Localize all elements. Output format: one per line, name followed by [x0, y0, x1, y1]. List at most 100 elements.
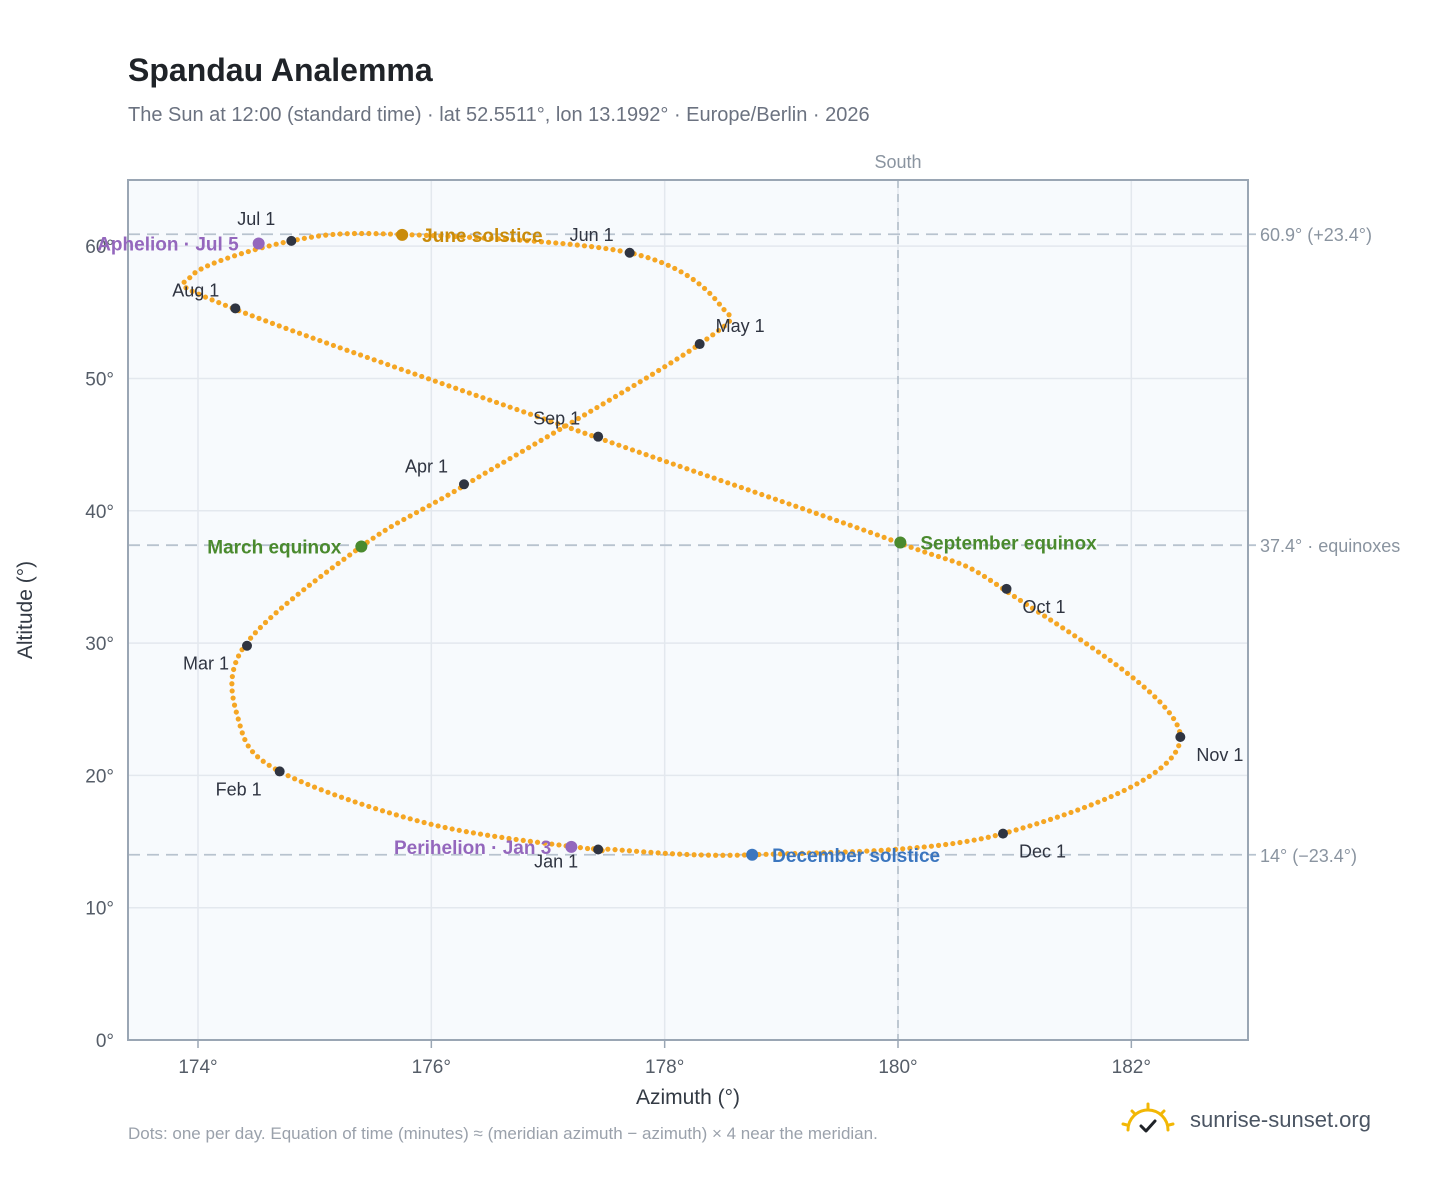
daily-sun-dot	[555, 421, 561, 427]
daily-sun-dot	[734, 852, 740, 858]
daily-sun-dot	[249, 313, 255, 319]
daily-sun-dot	[466, 390, 472, 396]
daily-sun-dot	[617, 248, 623, 254]
month-label: Aug 1	[172, 280, 219, 300]
daily-sun-dot	[827, 515, 833, 521]
daily-sun-dot	[1054, 814, 1060, 820]
daily-sun-dot	[704, 336, 710, 342]
daily-sun-dot	[670, 461, 676, 467]
month-label: Apr 1	[405, 456, 448, 476]
daily-sun-dot	[470, 477, 476, 484]
daily-sun-dot	[308, 234, 315, 240]
daily-sun-dot	[684, 466, 690, 472]
chart-subtitle: The Sun at 12:00 (standard time) · lat 5…	[128, 104, 870, 126]
daily-sun-dot	[446, 383, 452, 389]
daily-sun-dot	[273, 610, 279, 616]
month-marker	[624, 247, 635, 258]
daily-sun-dot	[669, 851, 676, 857]
daily-sun-dot	[1041, 818, 1047, 825]
daily-sun-dot	[656, 367, 662, 374]
daily-sun-dot	[371, 357, 377, 363]
daily-sun-dot	[842, 849, 848, 855]
daily-sun-dot	[268, 614, 274, 621]
daily-sun-dot	[233, 709, 239, 715]
daily-sun-dot	[324, 340, 330, 346]
event-marker	[565, 840, 578, 853]
daily-sun-dot	[1035, 609, 1042, 615]
daily-sun-dot	[659, 259, 665, 266]
daily-sun-dot	[1101, 653, 1107, 659]
footnote: Dots: one per day. Equation of time (min…	[128, 1124, 878, 1143]
daily-sun-dot	[373, 231, 379, 237]
daily-sun-dot	[710, 332, 716, 338]
daily-sun-dot	[857, 848, 863, 855]
daily-sun-dot	[691, 852, 697, 858]
daily-sun-dot	[414, 818, 420, 824]
daily-sun-dot	[619, 390, 625, 396]
daily-sun-dot	[432, 378, 438, 384]
daily-sun-dot	[800, 506, 806, 512]
daily-sun-dot	[534, 414, 540, 420]
daily-sun-dot	[366, 230, 372, 237]
daily-sun-dot	[439, 380, 445, 387]
daily-sun-dot	[499, 834, 505, 841]
daily-sun-dot	[697, 470, 704, 477]
brand[interactable]: sunrise-sunset.org	[1120, 1102, 1371, 1138]
daily-sun-dot	[527, 838, 533, 844]
daily-sun-dot	[1095, 649, 1102, 655]
daily-sun-dot	[405, 369, 411, 375]
daily-sun-dot	[662, 850, 668, 856]
daily-sun-dot	[1054, 621, 1060, 627]
daily-sun-dot	[233, 659, 239, 666]
daily-sun-dot	[266, 762, 272, 768]
daily-sun-dot	[289, 596, 296, 602]
daily-sun-dot	[394, 520, 401, 526]
daily-sun-dot	[1075, 807, 1081, 813]
daily-sun-dot	[423, 232, 430, 238]
sun-icon	[1121, 1102, 1175, 1133]
daily-sun-dot	[249, 749, 256, 755]
daily-sun-dot	[1088, 802, 1094, 808]
daily-sun-dot	[1134, 781, 1140, 787]
daily-sun-dot	[1013, 827, 1019, 833]
daily-sun-dot	[871, 848, 877, 854]
daily-sun-dot	[502, 236, 509, 242]
daily-sun-dot	[649, 371, 656, 377]
daily-sun-dot	[1072, 633, 1078, 639]
daily-sun-dot	[262, 619, 269, 626]
daily-sun-dot	[738, 484, 744, 491]
daily-sun-dot	[296, 330, 303, 336]
daily-sun-dot	[987, 577, 994, 583]
daily-sun-dot	[1078, 637, 1084, 643]
daily-sun-dot	[888, 537, 894, 543]
daily-sun-dot	[181, 279, 187, 285]
daily-sun-dot	[677, 463, 683, 470]
daily-sun-dot	[351, 230, 358, 237]
daily-sun-dot	[1023, 601, 1030, 607]
daily-sun-dot	[445, 233, 451, 239]
daily-sun-dot	[1084, 641, 1090, 647]
daily-sun-dot	[480, 395, 486, 401]
daily-sun-dot	[524, 238, 530, 244]
daily-sun-dot	[407, 513, 413, 519]
daily-sun-dot	[269, 320, 276, 326]
daily-sun-dot	[577, 844, 583, 851]
daily-sun-dot	[1124, 670, 1131, 677]
daily-sun-dot	[335, 560, 341, 567]
event-marker	[355, 540, 368, 553]
daily-sun-dot	[538, 437, 544, 443]
daily-sun-dot	[301, 235, 307, 241]
daily-sun-dot	[655, 850, 661, 856]
daily-sun-dot	[452, 233, 458, 240]
daily-sun-dot	[337, 345, 343, 351]
daily-sun-dot	[198, 266, 204, 272]
daily-sun-dot	[476, 474, 482, 480]
daily-sun-dot	[643, 375, 649, 381]
daily-sun-dot	[1166, 710, 1172, 716]
daily-sun-dot	[463, 829, 469, 835]
daily-sun-dot	[1115, 790, 1121, 797]
daily-sun-dot	[385, 361, 391, 368]
y-tick-label: 40°	[85, 502, 114, 523]
daily-sun-dot	[908, 544, 914, 550]
y-tick-label: 50°	[85, 369, 114, 390]
